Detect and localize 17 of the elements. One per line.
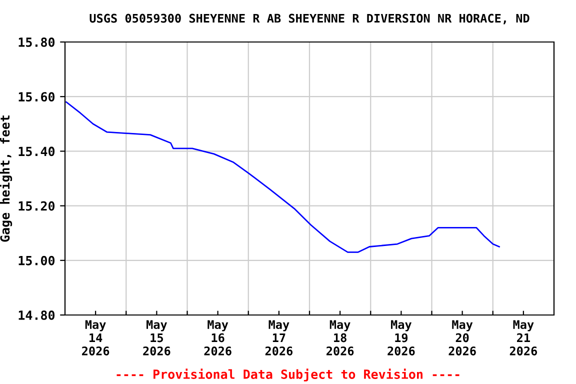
- x-tick-label: May 15 2026: [143, 320, 170, 356]
- x-tick-label: May 17 2026: [265, 320, 293, 356]
- y-tick-label: 15.20: [18, 201, 55, 211]
- text: ---- Provisional Data Subject to Revision ----: [116, 368, 460, 382]
- x-tick-label: May 14 2026: [82, 320, 110, 356]
- x-tick-label: May 16 2026: [204, 320, 232, 356]
- line-series: [66, 101, 500, 253]
- x-tick-label: May 18 2026: [326, 320, 354, 356]
- y-tick-label: 15.80: [18, 37, 55, 47]
- y-tick-label: 15.00: [18, 256, 55, 266]
- y-tick-label: 14.80: [18, 310, 55, 320]
- x-tick-label: May 21 2026: [510, 320, 538, 356]
- x-tick-label: May 19 2026: [388, 320, 415, 356]
- chart-title: USGS 05059300 SHEYENNE R AB SHEYENNE R DIVERSION NR HORACE, ND: [90, 14, 530, 24]
- y-tick-label: 15.60: [18, 92, 55, 102]
- x-tick-label: May 20 2026: [448, 320, 476, 356]
- y-tick-label: 15.40: [18, 146, 55, 156]
